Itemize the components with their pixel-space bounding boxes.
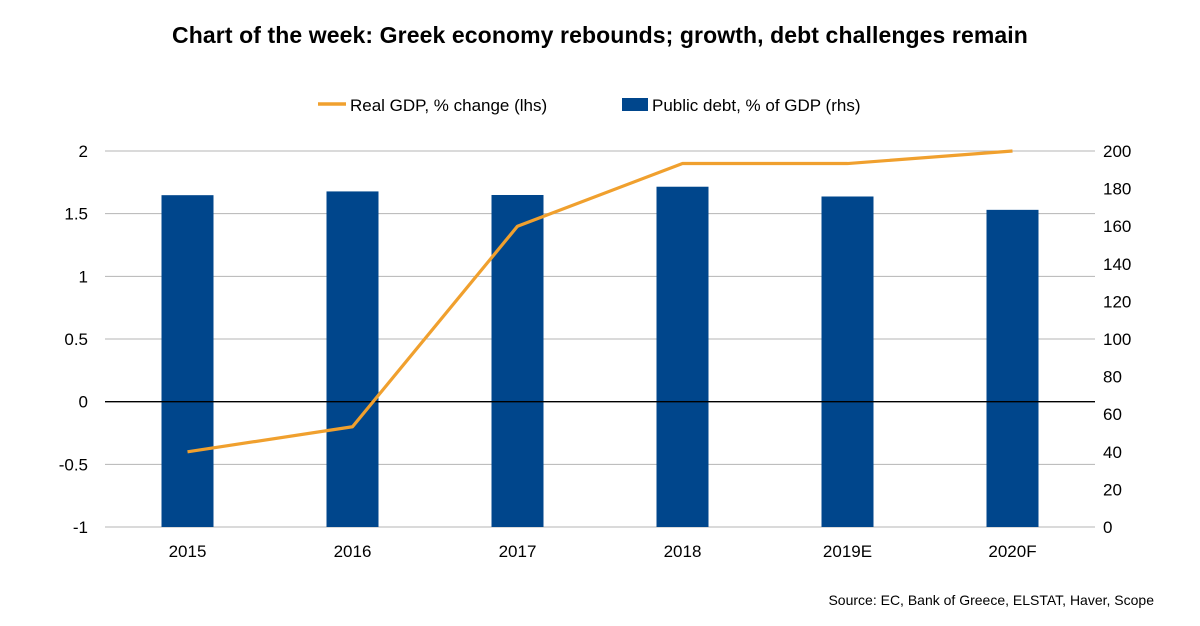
legend: Real GDP, % change (lhs) Public debt, % … — [318, 96, 861, 115]
debt-bar — [491, 194, 544, 527]
legend-bar-label: Public debt, % of GDP (rhs) — [652, 96, 861, 115]
right-tick-label: 100 — [1103, 330, 1131, 349]
left-tick-label: 2 — [79, 142, 88, 161]
left-tick-label: -0.5 — [59, 455, 88, 474]
x-tick-label: 2017 — [499, 542, 537, 561]
bar-series — [161, 186, 1039, 528]
left-tick-label: 1 — [79, 267, 88, 286]
right-axis-ticks: 0 20 40 60 80 100 120 140 160 180 200 — [1103, 142, 1131, 537]
legend-bar-swatch — [622, 98, 648, 111]
right-tick-label: 140 — [1103, 255, 1131, 274]
debt-bar — [161, 195, 214, 527]
left-axis-ticks: -1 -0.5 0 0.5 1 1.5 2 — [59, 142, 88, 537]
x-tick-label: 2016 — [334, 542, 372, 561]
x-axis-ticks: 2015 2016 2017 2018 2019E 2020F — [169, 542, 1037, 561]
right-tick-label: 120 — [1103, 292, 1131, 311]
right-tick-label: 0 — [1103, 518, 1112, 537]
debt-bar — [326, 191, 379, 528]
left-tick-label: 0.5 — [64, 330, 88, 349]
right-tick-label: 160 — [1103, 217, 1131, 236]
debt-bar — [986, 209, 1039, 527]
right-tick-label: 180 — [1103, 180, 1131, 199]
right-tick-label: 60 — [1103, 405, 1122, 424]
right-tick-label: 200 — [1103, 142, 1131, 161]
legend-line-label: Real GDP, % change (lhs) — [350, 96, 547, 115]
chart-title: Chart of the week: Greek economy rebound… — [172, 22, 1028, 48]
source-note: Source: EC, Bank of Greece, ELSTAT, Have… — [828, 592, 1154, 608]
left-tick-label: 1.5 — [64, 205, 88, 224]
right-tick-label: 40 — [1103, 443, 1122, 462]
x-tick-label: 2015 — [169, 542, 207, 561]
left-tick-label: 0 — [79, 393, 88, 412]
debt-bar — [821, 196, 874, 527]
gdp-line — [187, 149, 1013, 454]
x-tick-label: 2019E — [823, 542, 872, 561]
gridlines — [105, 150, 1095, 528]
left-tick-label: -1 — [73, 518, 88, 537]
debt-bar — [656, 186, 709, 527]
x-tick-label: 2020F — [988, 542, 1036, 561]
right-tick-label: 20 — [1103, 480, 1122, 499]
x-tick-label: 2018 — [664, 542, 702, 561]
right-tick-label: 80 — [1103, 368, 1122, 387]
